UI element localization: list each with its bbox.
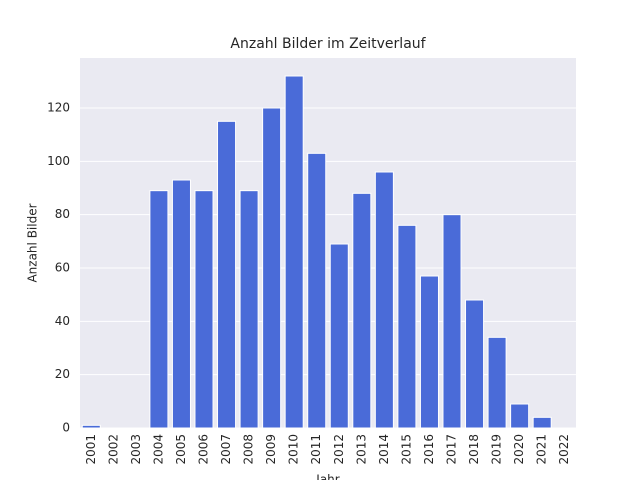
x-tick-label: 2021 [535, 434, 549, 465]
x-tick-label: 2014 [377, 434, 391, 465]
x-tick-label: 2015 [399, 434, 413, 465]
x-tick-label: 2016 [422, 434, 436, 465]
bar [374, 171, 394, 429]
bar [419, 275, 439, 429]
x-tick-label: 2001 [84, 434, 98, 465]
bar [194, 190, 214, 429]
bar [352, 192, 372, 429]
y-axis-label: Anzahl Bilder [26, 203, 40, 282]
x-tick-label: 2005 [174, 434, 188, 465]
bar [397, 224, 417, 429]
bar [284, 75, 304, 429]
bar [171, 179, 191, 429]
x-tick-label: 2022 [557, 434, 571, 465]
x-tick-label: 2011 [309, 434, 323, 465]
chart-title: Anzahl Bilder im Zeitverlauf [230, 36, 426, 52]
x-tick-label: 2004 [151, 434, 165, 465]
y-tick-label: 100 [47, 154, 70, 168]
y-tick-label: 60 [55, 261, 70, 275]
y-tick-label: 80 [55, 207, 70, 221]
x-tick-label: 2002 [106, 434, 120, 465]
bar [329, 243, 349, 429]
bar [442, 214, 462, 429]
x-axis-label: Jahr [315, 473, 339, 480]
x-tick-label: 2010 [287, 434, 301, 465]
x-tick-label: 2018 [467, 434, 481, 465]
y-tick-label: 40 [55, 314, 70, 328]
bar [532, 416, 552, 429]
x-tick-label: 2009 [264, 434, 278, 465]
bar [465, 299, 485, 429]
x-tick-label: 2012 [332, 434, 346, 465]
y-tick-label: 0 [62, 421, 70, 435]
bar [217, 120, 237, 429]
x-tick-label: 2007 [219, 434, 233, 465]
bar [510, 403, 530, 429]
y-tick-label: 120 [47, 101, 70, 115]
x-tick-label: 2013 [354, 434, 368, 465]
bar [307, 152, 327, 429]
bar [487, 336, 507, 429]
x-tick-label: 2019 [490, 434, 504, 465]
y-tick-label: 20 [55, 367, 70, 381]
x-tick-label: 2020 [512, 434, 526, 465]
x-tick-label: 2003 [129, 434, 143, 465]
bar [262, 107, 282, 429]
x-tick-label: 2008 [242, 434, 256, 465]
x-tick-label: 2017 [445, 434, 459, 465]
bar [81, 424, 101, 429]
bar [239, 190, 259, 429]
bar [149, 190, 169, 429]
x-tick-label: 2006 [197, 434, 211, 465]
